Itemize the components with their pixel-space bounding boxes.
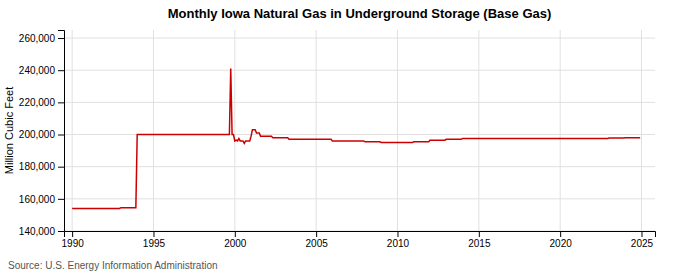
tick: 2005 — [306, 231, 329, 249]
tick-label: 2000 — [224, 238, 247, 249]
tick-mark — [235, 231, 236, 237]
plot: 19901995200020052010201520202025140,0001… — [19, 30, 656, 249]
tick-mark — [58, 135, 64, 136]
x-axis: 1990 1995 2000 2005 2010 2015 2020 2025 — [62, 231, 656, 249]
tick-label: 2010 — [387, 238, 410, 249]
tick: 260,000 — [19, 33, 64, 44]
tick-label: 2015 — [468, 238, 491, 249]
tick-mark — [479, 231, 480, 237]
grid-line-x — [397, 30, 398, 231]
grid-line-x — [316, 30, 317, 231]
tick-mark — [316, 231, 317, 237]
tick-label: 2020 — [550, 238, 573, 249]
tick: 2020 — [550, 231, 573, 249]
tick-mark — [58, 199, 64, 200]
tick-label: 180,000 — [19, 161, 56, 172]
tick-label: 140,000 — [19, 226, 56, 237]
y-axis-title: Million Cubic Feet — [3, 87, 15, 174]
tick-label: 240,000 — [19, 65, 56, 76]
tick: 140,000 — [19, 226, 64, 237]
tick: 160,000 — [19, 194, 64, 205]
grid-line-x — [153, 30, 154, 231]
tick-mark — [397, 231, 398, 237]
chart: 19901995200020052010201520202025140,0001… — [0, 0, 675, 275]
tick: 2000 — [224, 231, 247, 249]
tick-mark — [58, 38, 64, 39]
axis-line — [65, 232, 656, 238]
source-note: Source: U.S. Energy Information Administ… — [8, 260, 218, 271]
tick-label: 1990 — [62, 238, 85, 249]
marks — [72, 69, 640, 209]
tick-mark — [58, 167, 64, 168]
tick-label: 1995 — [143, 238, 166, 249]
tick-mark — [58, 102, 64, 103]
tick: 220,000 — [19, 97, 64, 108]
tick: 2010 — [387, 231, 410, 249]
tick: 180,000 — [19, 161, 64, 172]
grid-line-y — [64, 198, 655, 199]
y-axis: 140,000 160,000 180,000 200,000 220,000 240,0… — [19, 31, 65, 237]
grid-line-x — [641, 30, 642, 231]
line — [72, 69, 640, 209]
grid-line-y — [64, 102, 655, 103]
tick: 240,000 — [19, 65, 64, 76]
grid-line-y — [64, 38, 655, 39]
tick: 2025 — [631, 231, 654, 249]
grid-line-y — [64, 166, 655, 167]
grid-line-x — [72, 30, 73, 231]
tick-mark — [72, 231, 73, 237]
tick-label: 260,000 — [19, 33, 56, 44]
tick: 2015 — [468, 231, 491, 249]
title: Monthly Iowa Natural Gas in Underground … — [168, 6, 552, 21]
axis-line — [58, 31, 65, 232]
tick-label: 2025 — [631, 238, 654, 249]
grid-line-x — [560, 30, 561, 231]
tick-label: 2005 — [306, 238, 329, 249]
tick: 200,000 — [19, 129, 64, 140]
tick-mark — [58, 70, 64, 71]
tick-label: 200,000 — [19, 129, 56, 140]
tick: 1990 — [62, 231, 85, 249]
tick-label: 160,000 — [19, 194, 56, 205]
tick-mark — [560, 231, 561, 237]
grid — [64, 30, 655, 231]
tick: 1995 — [143, 231, 166, 249]
grid-line-x — [234, 30, 235, 231]
tick-mark — [641, 231, 642, 237]
tick-mark — [58, 231, 64, 232]
grid-line-x — [478, 30, 479, 231]
grid-line-y — [64, 70, 655, 71]
tick-mark — [153, 231, 154, 237]
tick-label: 220,000 — [19, 97, 56, 108]
